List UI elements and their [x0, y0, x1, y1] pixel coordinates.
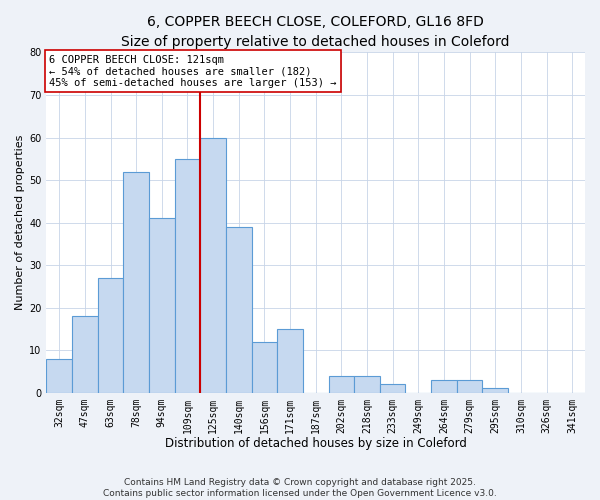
Bar — [72, 316, 98, 392]
Bar — [380, 384, 406, 392]
X-axis label: Distribution of detached houses by size in Coleford: Distribution of detached houses by size … — [165, 437, 467, 450]
Bar — [124, 172, 149, 392]
Bar — [354, 376, 380, 392]
Y-axis label: Number of detached properties: Number of detached properties — [15, 135, 25, 310]
Bar — [277, 329, 303, 392]
Bar — [149, 218, 175, 392]
Bar — [431, 380, 457, 392]
Text: Contains HM Land Registry data © Crown copyright and database right 2025.
Contai: Contains HM Land Registry data © Crown c… — [103, 478, 497, 498]
Bar — [98, 278, 124, 392]
Bar — [226, 227, 251, 392]
Text: 6 COPPER BEECH CLOSE: 121sqm
← 54% of detached houses are smaller (182)
45% of s: 6 COPPER BEECH CLOSE: 121sqm ← 54% of de… — [49, 54, 337, 88]
Bar — [251, 342, 277, 392]
Bar — [175, 159, 200, 392]
Bar — [457, 380, 482, 392]
Bar — [329, 376, 354, 392]
Bar — [482, 388, 508, 392]
Title: 6, COPPER BEECH CLOSE, COLEFORD, GL16 8FD
Size of property relative to detached : 6, COPPER BEECH CLOSE, COLEFORD, GL16 8F… — [121, 15, 510, 48]
Bar — [200, 138, 226, 392]
Bar — [46, 358, 72, 392]
